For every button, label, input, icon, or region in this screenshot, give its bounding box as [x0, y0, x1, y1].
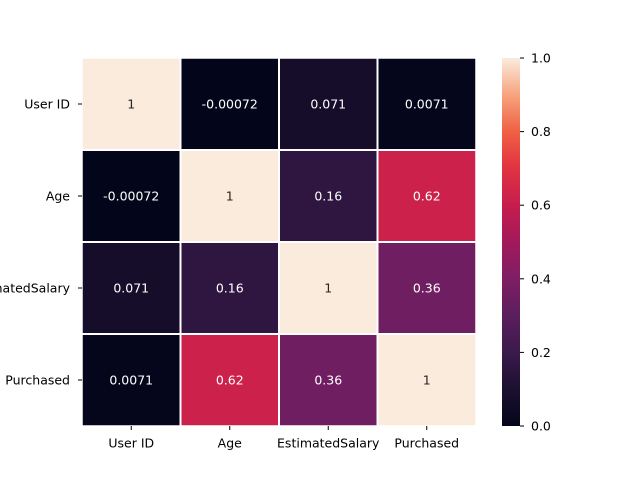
x-tick-label: Age: [218, 436, 242, 451]
heatmap-cell: [279, 242, 377, 334]
heatmap-cell: [181, 242, 279, 334]
y-tick-label: Purchased: [5, 373, 70, 388]
colorbar-tick-label: 0.2: [531, 345, 551, 360]
heatmap-cell: [378, 334, 476, 426]
cell-annotation: 0.36: [314, 373, 342, 388]
colorbar-tick-label: 1.0: [531, 51, 551, 66]
heatmap-cell: [82, 242, 180, 334]
cell-annotation: 1: [324, 281, 332, 296]
cell-annotation: 1: [127, 97, 135, 112]
heatmap-cell: [378, 242, 476, 334]
y-tick-label: Age: [46, 189, 70, 204]
heatmap-cell: [82, 334, 180, 426]
heatmap-cell: [378, 150, 476, 242]
colorbar-tick-label: 0.8: [531, 124, 551, 139]
cell-annotation: 0.36: [413, 281, 441, 296]
heatmap-cell: [378, 58, 476, 150]
colorbar-tick-label: 0.0: [531, 419, 551, 434]
cell-annotation: 0.071: [310, 97, 346, 112]
x-tick-label: EstimatedSalary: [277, 436, 380, 451]
heatmap-cell: [279, 58, 377, 150]
heatmap-cell: [82, 150, 180, 242]
colorbar-gradient: [502, 58, 520, 426]
cell-annotation: 0.62: [216, 373, 244, 388]
cell-annotation: 0.16: [314, 189, 342, 204]
heatmap-cell: [82, 58, 180, 150]
heatmap-cell: [181, 58, 279, 150]
y-axis-tick-labels: User ID Age EstimatedSalary Purchased: [0, 97, 82, 388]
cell-annotation: 0.16: [216, 281, 244, 296]
cell-annotation: -0.00072: [103, 189, 159, 204]
y-tick-label: User ID: [24, 97, 70, 112]
cell-annotation: 0.0071: [109, 373, 153, 388]
cell-annotation: 0.0071: [405, 97, 449, 112]
colorbar-tick-label: 0.4: [531, 271, 551, 286]
x-axis-tick-labels: User ID Age EstimatedSalary Purchased: [108, 426, 459, 451]
cell-annotation: 1: [423, 373, 431, 388]
heatmap-cell: [181, 334, 279, 426]
heatmap-cell: [279, 150, 377, 242]
cell-annotation: -0.00072: [202, 97, 258, 112]
heatmap-cell: [279, 334, 377, 426]
y-tick-label: EstimatedSalary: [0, 281, 71, 296]
heatmap-cells: [82, 58, 476, 426]
cell-annotations: 1 -0.00072 0.071 0.0071 -0.00072 1 0.16 0.62 0.0…: [103, 97, 448, 388]
x-tick-label: Purchased: [394, 436, 459, 451]
colorbar: 0.0 0.2 0.4 0.6 0.8 1.0: [502, 51, 551, 434]
cell-annotation: 0.62: [413, 189, 441, 204]
x-tick-label: User ID: [108, 436, 154, 451]
cell-annotation: 1: [226, 189, 234, 204]
heatmap-cell: [181, 150, 279, 242]
cell-annotation: 0.071: [113, 281, 149, 296]
colorbar-tick-label: 0.6: [531, 198, 551, 213]
